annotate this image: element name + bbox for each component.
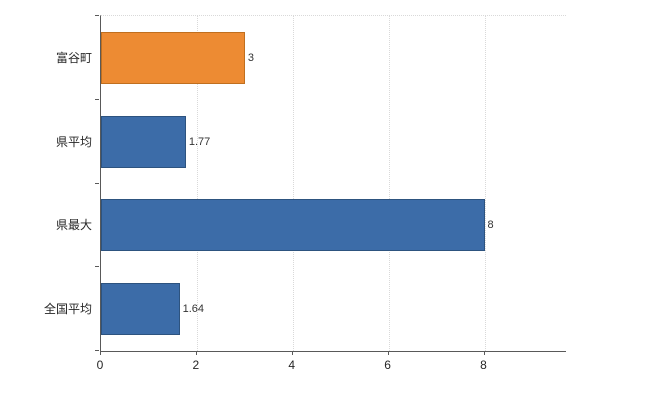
x-axis-tick bbox=[387, 351, 389, 355]
category-label: 県最大 bbox=[55, 218, 92, 233]
value-label: 1.77 bbox=[188, 135, 211, 148]
x-axis-tick bbox=[291, 351, 293, 355]
x-tick-label: 6 bbox=[384, 358, 391, 372]
gridline bbox=[196, 16, 198, 351]
y-axis-tick bbox=[95, 182, 99, 184]
value-label: 8 bbox=[487, 219, 494, 232]
x-tick-label: 8 bbox=[480, 358, 487, 372]
x-axis-tick bbox=[100, 351, 101, 355]
y-axis-tick bbox=[95, 98, 99, 100]
bar-1 bbox=[101, 115, 186, 168]
category-label: 全国平均 bbox=[43, 302, 92, 317]
plot-area: 3 1.77 8 1.64 bbox=[100, 15, 566, 352]
y-axis-tick bbox=[95, 350, 99, 351]
value-label: 1.64 bbox=[182, 303, 205, 316]
bar-3 bbox=[101, 283, 180, 336]
x-axis-tick bbox=[483, 351, 485, 355]
y-axis-tick bbox=[95, 266, 99, 268]
y-axis-tick bbox=[95, 15, 99, 16]
bar-2 bbox=[101, 199, 485, 252]
x-axis-tick bbox=[195, 351, 197, 355]
x-tick-label: 0 bbox=[96, 358, 104, 372]
gridline bbox=[388, 16, 390, 351]
category-label: 富谷町 bbox=[55, 50, 92, 65]
category-label: 県平均 bbox=[55, 134, 92, 149]
bar-0 bbox=[101, 31, 245, 84]
gridline bbox=[484, 16, 486, 351]
gridline bbox=[292, 16, 294, 351]
x-tick-label: 4 bbox=[288, 358, 296, 372]
value-label: 3 bbox=[247, 51, 254, 64]
x-tick-label: 2 bbox=[192, 358, 200, 372]
